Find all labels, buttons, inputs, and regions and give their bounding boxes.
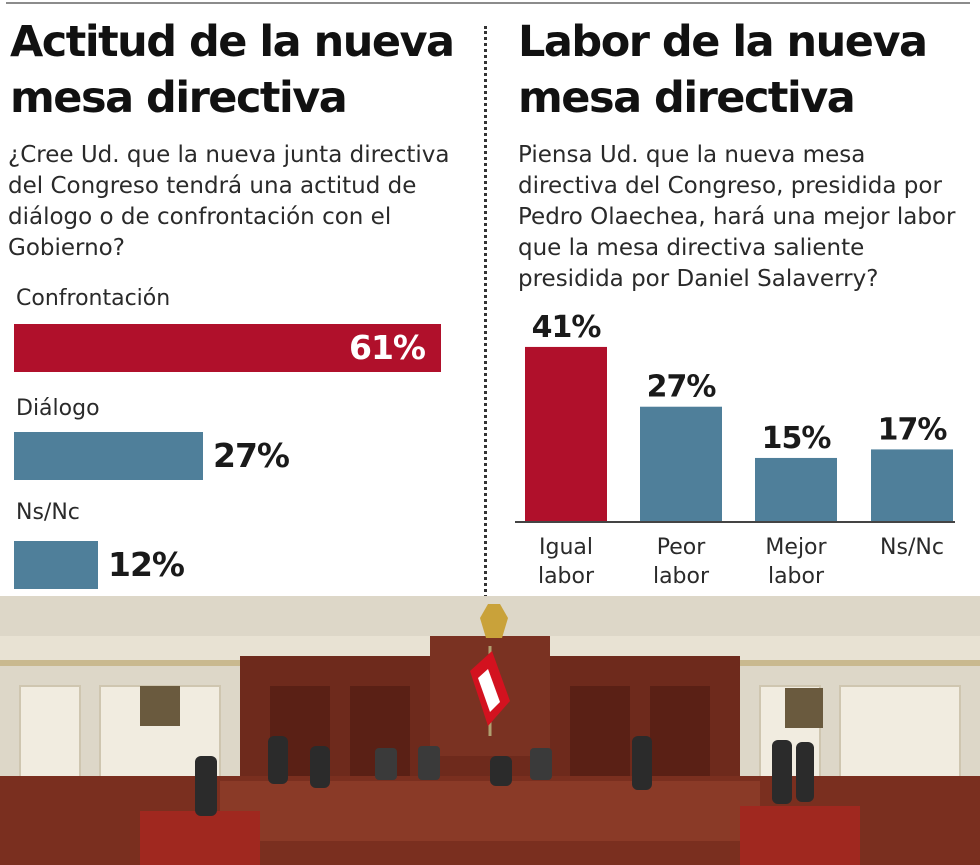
vbar-mejor-labor xyxy=(755,457,837,522)
vbar-value-igual-labor: 41% xyxy=(532,310,602,345)
vbar-label-peor-labor: Peor labor xyxy=(653,535,710,589)
photo-people xyxy=(195,736,814,816)
congress-chamber-photo xyxy=(0,596,980,865)
left-title: Actitud de la nueva mesa directiva xyxy=(10,14,455,126)
hbar-value-nsnc: 12% xyxy=(108,545,185,584)
hbar-value-dialogo: 27% xyxy=(213,436,290,475)
left-title-line2: mesa directiva xyxy=(10,73,348,123)
right-question: Piensa Ud. que la nueva mesa directiva d… xyxy=(518,142,956,292)
photo-painting-right xyxy=(785,688,823,728)
hbar-label-dialogo: Diálogo xyxy=(16,396,100,421)
vbar-label-nsnc: Ns/Nc xyxy=(880,535,944,560)
right-title: Labor de la nueva mesa directiva xyxy=(518,14,928,126)
right-title-line2: mesa directiva xyxy=(518,73,856,123)
vbar-igual-labor xyxy=(525,346,607,522)
column-divider xyxy=(484,26,487,598)
vbar-peor-labor xyxy=(640,406,722,522)
photo-chairs xyxy=(375,746,552,780)
photo-carpet-right xyxy=(740,806,860,865)
hbar-nsnc xyxy=(14,541,98,589)
photo-presiding-desk xyxy=(220,781,760,841)
vbar-value-mejor-labor: 15% xyxy=(762,421,832,456)
photo-painting-left xyxy=(140,686,180,726)
vbar-nsnc xyxy=(871,449,953,522)
photo-carpet-left xyxy=(140,811,260,865)
left-question: ¿Cree Ud. que la nueva junta directiva d… xyxy=(8,142,450,261)
photo-coat-of-arms xyxy=(480,604,508,638)
vbar-label-mejor-labor: Mejor labor xyxy=(765,535,827,589)
photo-flag-white xyxy=(478,669,500,712)
right-title-line1: Labor de la nueva xyxy=(518,17,928,67)
vbar-value-peor-labor: 27% xyxy=(647,370,717,405)
hbar-dialogo xyxy=(14,432,203,480)
hbar-confrontacion xyxy=(14,324,441,372)
left-title-line1: Actitud de la nueva xyxy=(10,17,455,67)
vbar-value-nsnc: 17% xyxy=(878,412,948,447)
vbar-label-igual-labor: Igual labor xyxy=(538,535,595,589)
hbar-value-confrontacion: 61% xyxy=(349,328,426,367)
hbar-label-confrontacion: Confrontación xyxy=(16,286,171,311)
top-rule xyxy=(6,2,970,4)
hbar-label-nsnc: Ns/Nc xyxy=(16,500,80,525)
vertical-bar-chart: 41% Igual labor 27% Peor labor 15% Mejor labor 17… xyxy=(515,310,955,589)
